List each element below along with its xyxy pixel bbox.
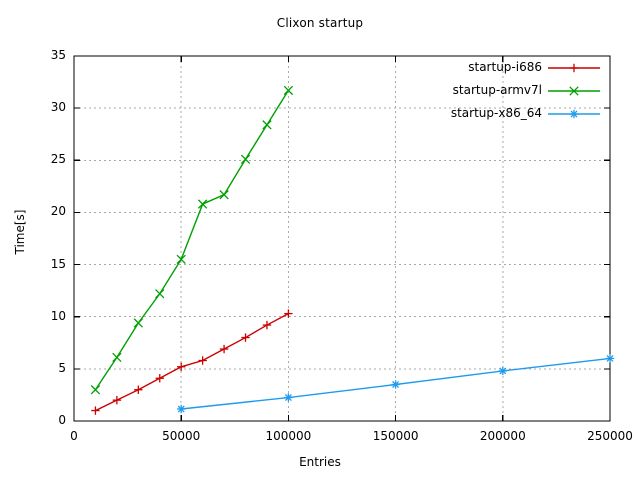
legend-item-startup-armv7l: startup-armv7l: [452, 83, 542, 97]
y-tick-label: 15: [50, 256, 66, 271]
y-tick-label: 25: [50, 152, 66, 167]
x-tick-label: 150000: [372, 429, 419, 443]
legend-item-startup-x86_64: startup-x86_64: [450, 106, 542, 120]
tick-marks: [73, 55, 611, 422]
series-startup-i686: [91, 309, 293, 415]
y-tick-label: 35: [50, 48, 66, 62]
x-tick-label: 0: [70, 429, 78, 443]
legend-sample-1: [548, 86, 600, 96]
legend-sample-0: [548, 63, 600, 73]
series-startup-armv7l: [90, 85, 294, 395]
axis-frame: [73, 55, 611, 422]
page-title: Clixon startup: [276, 16, 364, 30]
y-tick-label: 30: [50, 100, 66, 115]
y-tick-label: 0: [58, 413, 66, 427]
x-axis-label: Entries: [299, 455, 341, 469]
legend-item-startup-i686: startup-i686: [468, 60, 542, 74]
x-tick-label: 50000: [162, 429, 201, 443]
x-tick-label: 100000: [265, 429, 312, 443]
series-startup-x86_64: [177, 354, 615, 414]
x-tick-label: 250000: [587, 429, 633, 443]
y-tick-label: 20: [50, 204, 66, 219]
legend-sample-2: [548, 109, 600, 119]
x-tick-label: 200000: [479, 429, 526, 443]
y-tick-label: 5: [58, 360, 66, 375]
y-tick-label: 10: [50, 308, 66, 323]
